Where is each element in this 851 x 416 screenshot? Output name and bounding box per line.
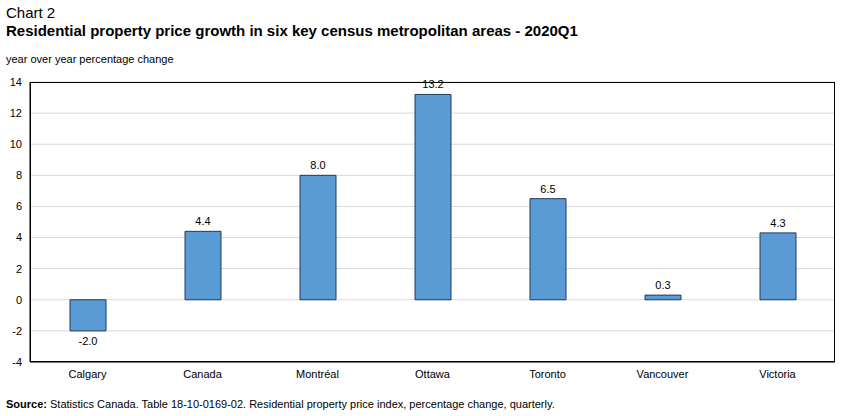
svg-text:-4: -4 <box>12 356 22 368</box>
svg-text:6: 6 <box>16 200 22 212</box>
svg-text:Canada: Canada <box>183 368 222 380</box>
svg-text:13.2: 13.2 <box>422 78 443 90</box>
svg-text:0.3: 0.3 <box>655 279 670 291</box>
svg-text:6.5: 6.5 <box>540 183 555 195</box>
svg-text:Vancouver: Vancouver <box>637 368 689 380</box>
svg-text:8.0: 8.0 <box>310 159 325 171</box>
svg-text:4.3: 4.3 <box>770 217 785 229</box>
svg-text:Toronto: Toronto <box>529 368 566 380</box>
html-text:Chart 2: Chart 2 <box>6 4 56 21</box>
html-text:Source: Statistics Canada. Tab: Source: Statistics Canada. Table 18-10-0… <box>6 398 555 410</box>
svg-text:8: 8 <box>16 169 22 181</box>
html-text:Residential property price gro: Residential property price growth in six… <box>6 22 578 39</box>
svg-text:-2: -2 <box>12 325 22 337</box>
svg-text:4.4: 4.4 <box>195 215 210 227</box>
svg-text:4: 4 <box>16 231 22 243</box>
html-text:year over year percentage chan: year over year percentage change <box>6 53 174 65</box>
svg-text:12: 12 <box>10 107 22 119</box>
svg-text:14: 14 <box>10 76 22 88</box>
svg-text:Ottawa: Ottawa <box>415 368 451 380</box>
svg-text:0: 0 <box>16 294 22 306</box>
svg-text:Montréal: Montréal <box>296 368 339 380</box>
svg-text:2: 2 <box>16 263 22 275</box>
svg-text:Victoria: Victoria <box>759 368 796 380</box>
svg-text:Calgary: Calgary <box>69 368 107 380</box>
svg-text:-2.0: -2.0 <box>79 335 98 347</box>
svg-text:10: 10 <box>10 138 22 150</box>
